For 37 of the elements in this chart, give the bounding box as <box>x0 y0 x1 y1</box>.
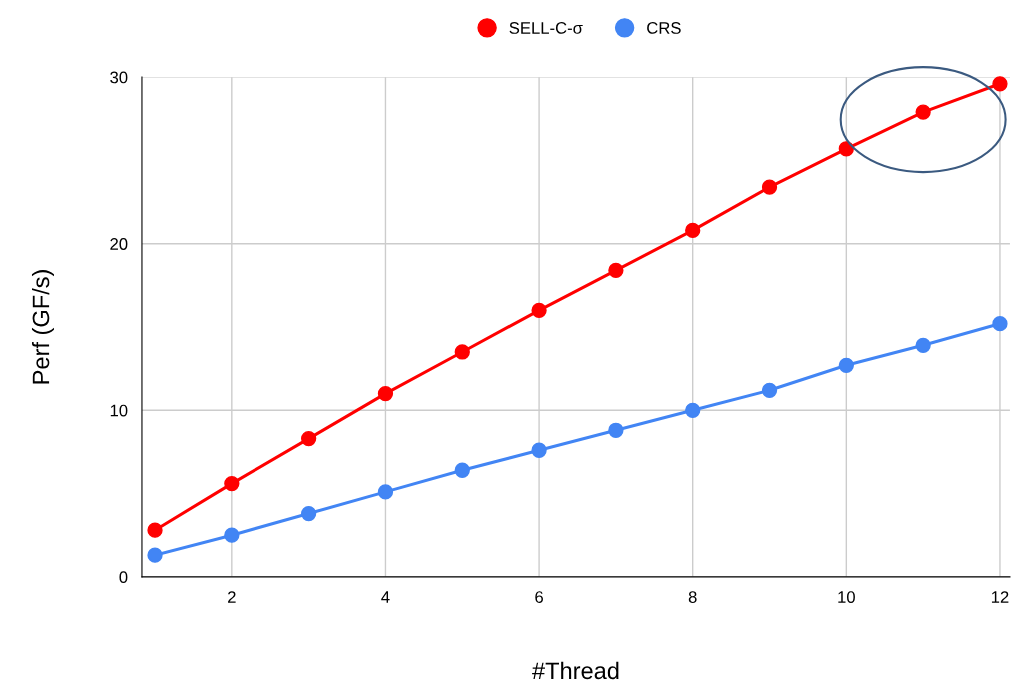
point <box>377 385 394 402</box>
point <box>685 222 701 239</box>
y-tick-label: 30 <box>110 71 128 84</box>
point <box>454 462 470 478</box>
point <box>608 422 624 438</box>
point <box>608 262 624 279</box>
point <box>224 527 240 543</box>
x-tick-label: 2 <box>228 591 236 603</box>
point <box>992 76 1008 92</box>
point <box>147 547 163 563</box>
point <box>224 475 240 492</box>
point <box>761 382 778 398</box>
point <box>301 430 317 447</box>
point <box>147 522 163 538</box>
legend-label: CRS <box>647 22 681 34</box>
x-tick-label: 8 <box>688 591 697 603</box>
point <box>531 302 547 318</box>
x-axis-title: #Thread <box>532 661 619 680</box>
x-tick-label: 12 <box>991 591 1009 603</box>
point <box>838 357 854 373</box>
y-tick-label: 0 <box>119 571 128 584</box>
point <box>685 402 701 418</box>
y-tick-label: 10 <box>110 404 128 417</box>
point <box>454 344 470 360</box>
y-tick-label: 20 <box>110 238 128 250</box>
point <box>992 316 1008 332</box>
point <box>915 337 931 353</box>
x-tick-label: 6 <box>535 591 543 603</box>
x-tick-label: 4 <box>381 591 390 603</box>
y-axis-title: Perf (GF/s) <box>31 270 54 384</box>
point <box>915 104 931 120</box>
legend-label: SELL-C-σ <box>509 22 583 34</box>
point <box>377 484 394 500</box>
point <box>531 442 547 458</box>
point <box>761 179 778 195</box>
point <box>301 505 317 522</box>
x-tick-label: 10 <box>838 591 855 603</box>
